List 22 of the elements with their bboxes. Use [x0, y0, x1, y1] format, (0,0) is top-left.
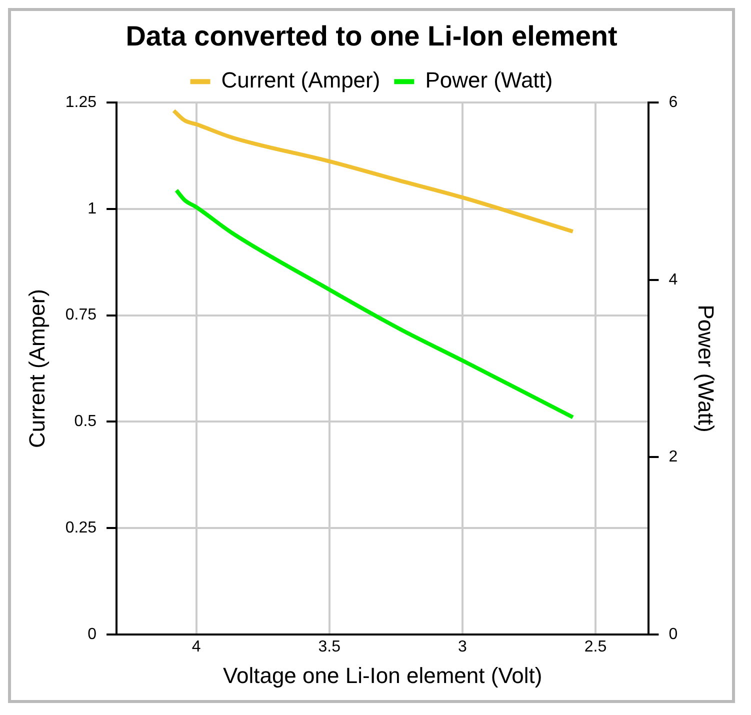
- y2-tick-label: 0: [668, 626, 678, 643]
- x-tick-label: 3.5: [318, 638, 341, 656]
- y2-tick-label: 4: [668, 271, 678, 288]
- y2-tick-label: 2: [668, 448, 678, 466]
- y-tick-label: 0.75: [65, 306, 97, 324]
- y-tick-label: 1: [88, 200, 97, 218]
- y2-axis-title: Power (Watt): [694, 304, 719, 432]
- line-series: [172, 108, 575, 234]
- y-tick-label: 0: [88, 626, 97, 643]
- legend-label: Current (Amper): [221, 68, 380, 93]
- y2-tick-label: 6: [668, 94, 678, 112]
- y-tick-label: 0.25: [65, 519, 97, 536]
- x-tick-label: 4: [192, 638, 201, 656]
- legend-label: Power (Watt): [425, 68, 553, 93]
- line-series: [174, 188, 575, 420]
- x-axis-title: Voltage one Li-Ion element (Volt): [223, 662, 542, 688]
- y-tick-label: 0.5: [74, 413, 97, 430]
- x-tick-label: 2.5: [584, 638, 607, 656]
- y-axis-title: Current (Amper): [24, 289, 50, 448]
- y-tick-label: 1.25: [65, 94, 97, 112]
- x-tick-label: 3: [458, 638, 467, 656]
- chart-title: Data converted to one Li-Ion element: [126, 20, 618, 52]
